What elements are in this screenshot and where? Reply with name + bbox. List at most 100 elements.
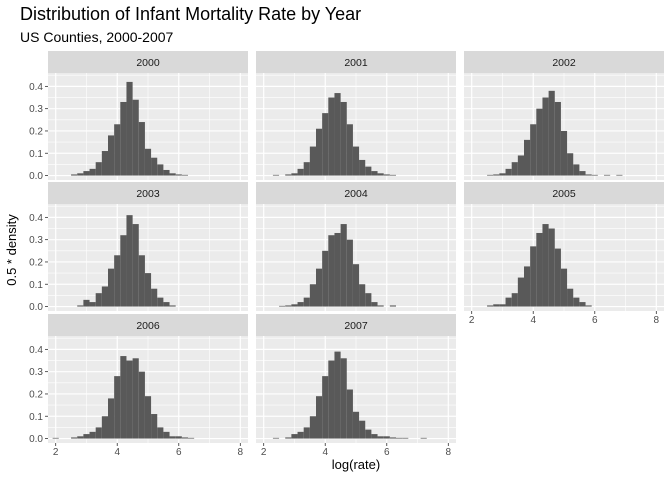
histogram-bar	[157, 427, 164, 439]
facet-strip-label: 2007	[344, 320, 368, 332]
histogram-bar	[346, 389, 353, 439]
histogram-bar	[517, 277, 524, 307]
histogram-bar	[402, 437, 409, 439]
histogram-bar	[95, 293, 102, 307]
facet-strip	[256, 51, 456, 73]
histogram-bar	[499, 173, 506, 176]
histogram-bar	[77, 436, 84, 439]
histogram-bar	[126, 215, 133, 307]
histogram-bar	[579, 302, 586, 307]
histogram-bar	[542, 224, 549, 307]
histogram-bar	[352, 264, 360, 307]
histogram-bar	[163, 169, 170, 176]
histogram-bar	[101, 151, 108, 176]
histogram-bar	[138, 371, 145, 439]
chart-subtitle: US Counties, 2000-2007	[20, 29, 174, 45]
y-tick-label: 0.2	[29, 257, 43, 268]
histogram-bar	[585, 305, 592, 307]
facet-panel-2000: 2000 0.0 0.1 0.2 0.3 0.4	[29, 51, 248, 182]
facet-strip-label: 2003	[136, 188, 160, 200]
histogram-bar	[371, 302, 378, 307]
histogram-bar	[169, 305, 176, 307]
histogram-bar	[120, 356, 127, 439]
facet-strip	[48, 314, 248, 336]
histogram-bar	[77, 305, 84, 307]
histogram-bar	[303, 162, 310, 176]
histogram-bar	[297, 168, 304, 176]
y-tick-label: 0.4	[29, 213, 43, 224]
histogram-bar	[604, 174, 611, 176]
histogram-bar	[346, 239, 353, 307]
histogram-bar	[548, 90, 555, 176]
histogram-bar	[120, 101, 127, 176]
histogram-bar	[579, 171, 586, 176]
histogram-bar	[359, 420, 366, 439]
facet-strip-label: 2005	[552, 188, 576, 200]
histogram-bar	[573, 164, 580, 176]
facet-strip	[48, 51, 248, 73]
histogram-bar	[114, 124, 121, 176]
y-axis-title: 0.5 * density	[4, 214, 19, 286]
y-tick-label: 0.3	[29, 235, 43, 246]
histogram-bar	[340, 358, 347, 439]
histogram-bar	[328, 360, 335, 439]
histogram-bar	[114, 255, 121, 307]
histogram-bar	[291, 304, 298, 307]
histogram-bar	[505, 297, 512, 307]
histogram-bar	[365, 293, 372, 307]
y-tick-label: 0.0	[29, 171, 43, 182]
histogram-bar	[359, 159, 366, 176]
y-tick-label: 0.1	[29, 280, 43, 291]
histogram-bar	[567, 153, 574, 176]
histogram-bar	[303, 297, 310, 307]
histogram-bar	[175, 174, 182, 176]
histogram-bar	[89, 302, 96, 307]
histogram-bar	[144, 148, 152, 176]
facet-panel-2001: 2001	[256, 51, 456, 180]
y-tick-label: 0.4	[29, 345, 43, 356]
x-tick-label: 6	[176, 447, 182, 458]
histogram-bar	[95, 162, 102, 176]
x-axis-title: log(rate)	[332, 457, 380, 472]
facet-panels: 2000 0.0 0.1 0.2 0.3 0.4 2001 2002 2003 0.0 0.1 0.2…	[29, 51, 664, 458]
y-tick-label: 0.1	[29, 149, 43, 160]
histogram-bar	[285, 437, 292, 439]
histogram-bar	[383, 174, 390, 176]
histogram-bar	[316, 396, 323, 439]
histogram-bar	[524, 139, 531, 176]
histogram-bar	[291, 173, 298, 176]
histogram-bar	[322, 113, 329, 176]
x-tick-label: 8	[654, 315, 660, 326]
histogram-bar	[334, 93, 341, 176]
histogram-bar	[77, 173, 84, 176]
histogram-bar	[279, 305, 286, 307]
histogram-bar	[383, 436, 390, 439]
histogram-bar	[567, 288, 574, 307]
histogram-bar	[181, 174, 188, 176]
histogram-bar	[285, 174, 292, 176]
histogram-bar	[71, 174, 78, 176]
histogram-bar	[322, 376, 329, 439]
histogram-bar	[396, 437, 403, 439]
y-tick-label: 0.2	[29, 389, 43, 400]
histogram-bar	[554, 101, 561, 176]
facet-strip	[48, 182, 248, 204]
histogram-bar	[334, 232, 341, 307]
histogram-bar	[101, 416, 108, 439]
histogram-bar	[493, 304, 500, 307]
histogram-bar	[511, 293, 518, 307]
histogram-bar	[272, 174, 280, 176]
histogram-bar	[493, 174, 500, 176]
histogram-bar	[316, 128, 323, 176]
histogram-bar	[352, 146, 360, 176]
histogram-bar	[157, 297, 164, 307]
facet-panel-2005: 2005 2 4 6 8	[464, 182, 664, 326]
facet-panel-2006: 2006 0.0 0.1 0.2 0.3 0.4 2 4 6 8	[29, 314, 248, 458]
y-tick-label: 0.0	[29, 302, 43, 313]
histogram-bar	[616, 174, 623, 176]
histogram-bar	[114, 376, 121, 439]
histogram-bar	[132, 358, 139, 439]
histogram-bar	[71, 437, 78, 439]
histogram-bar	[101, 286, 108, 307]
